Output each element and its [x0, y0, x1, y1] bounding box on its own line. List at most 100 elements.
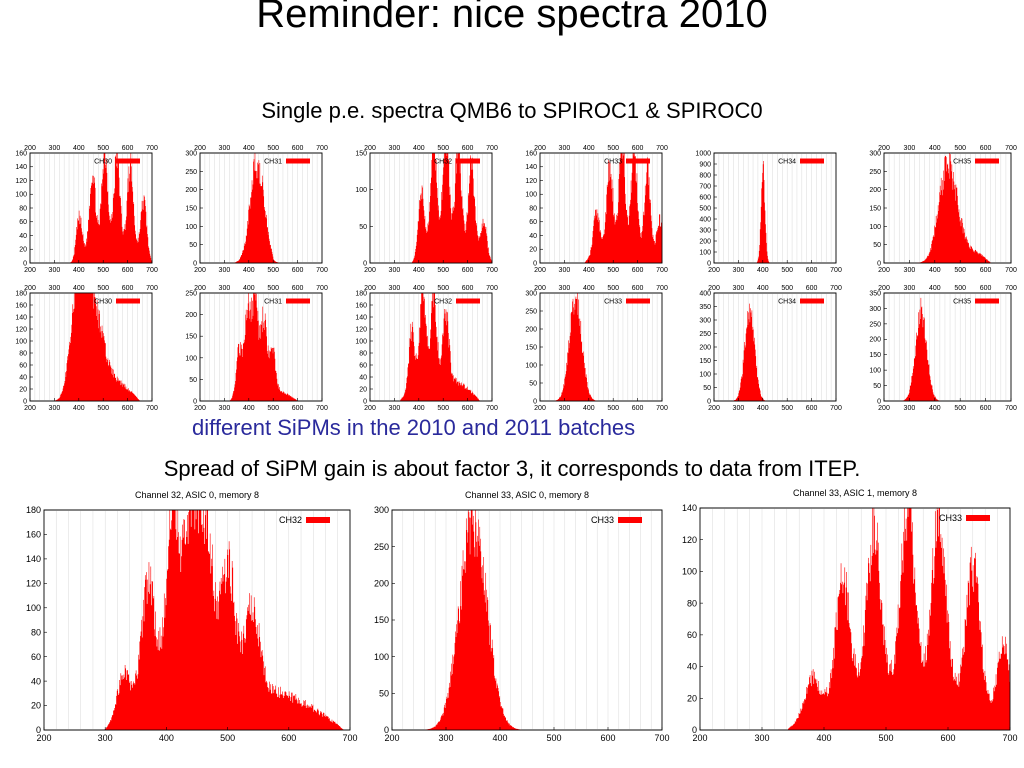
x-tick-label: 400 — [757, 267, 769, 274]
x-tick-label: 700 — [1005, 405, 1017, 412]
y-tick-label: 60 — [19, 219, 27, 226]
y-tick-label: 140 — [682, 503, 697, 513]
histogram-ch34-spiroc0: 0501001502002503003504002002003003004004… — [699, 285, 842, 412]
legend-label: CH32 — [279, 515, 302, 525]
y-tick-label: 0 — [533, 260, 537, 267]
y-tick-label: 200 — [869, 187, 881, 194]
plot-frame — [539, 292, 663, 402]
y-tick-label: 120 — [525, 178, 537, 185]
x-top-tick-label: 400 — [413, 145, 425, 152]
x-tick-label: 700 — [830, 405, 842, 412]
y-tick-label: 150 — [355, 150, 367, 157]
histogram-channel32-asic0: Channel 32, ASIC 0, memory 8 0 20 40 60 80 100… — [26, 490, 358, 743]
x-top-tick-label: 700 — [1005, 145, 1017, 152]
histogram-bars — [424, 510, 522, 730]
x-tick-label: 300 — [389, 405, 401, 412]
y-tick-label: 20 — [19, 247, 27, 254]
slide-subtitle: Single p.e. spectra QMB6 to SPIROC1 & SP… — [261, 98, 763, 123]
x-tick-label: 500 — [954, 267, 966, 274]
x-tick-label: 300 — [438, 733, 453, 743]
x-tick-label: 600 — [632, 267, 644, 274]
y-tick-label: 160 — [26, 530, 41, 540]
x-top-tick-label: 700 — [146, 145, 158, 152]
y-tick-label: 50 — [189, 242, 197, 249]
y-tick-label: 50 — [703, 385, 711, 392]
y-tick-label: 350 — [699, 304, 711, 311]
x-tick-label: 200 — [194, 267, 206, 274]
y-tick-label: 0 — [533, 398, 537, 405]
x-tick-label: 200 — [692, 733, 707, 743]
chart-title: Channel 32, ASIC 0, memory 8 — [135, 490, 259, 500]
legend-swatch — [618, 517, 642, 523]
x-top-tick-label: 300 — [49, 285, 61, 292]
x-tick-label: 400 — [929, 267, 941, 274]
histogram-ch32-spiroc1: 0501001502002003003004004005005006006007… — [355, 145, 498, 274]
x-tick-label: 700 — [316, 267, 328, 274]
y-tick-label: 60 — [529, 219, 537, 226]
histogram-ch33-spiroc0: 0501001502002503002002003003004004005005… — [525, 285, 668, 412]
x-top-tick-label: 500 — [97, 145, 109, 152]
y-tick-label: 0 — [707, 398, 711, 405]
histogram-channel33-asic1: Channel 33, ASIC 1, memory 8 0 20 40 60 80 100… — [682, 488, 1018, 743]
y-tick-label: 50 — [189, 377, 197, 384]
x-tick-label: 400 — [413, 405, 425, 412]
x-top-tick-label: 600 — [462, 285, 474, 292]
x-tick-label: 200 — [534, 267, 546, 274]
x-tick-label: 700 — [146, 405, 158, 412]
x-tick-label: 200 — [384, 733, 399, 743]
x-top-tick-label: 200 — [194, 145, 206, 152]
x-tick-label: 600 — [632, 405, 644, 412]
y-tick-label: 500 — [699, 205, 711, 212]
x-top-tick-label: 600 — [980, 145, 992, 152]
y-tick-label: 120 — [355, 326, 367, 333]
y-tick-label: 120 — [15, 326, 27, 333]
y-tick-label: 100 — [185, 224, 197, 231]
x-tick-label: 300 — [754, 733, 769, 743]
y-tick-label: 200 — [185, 187, 197, 194]
x-tick-label: 300 — [733, 405, 745, 412]
x-tick-label: 200 — [878, 267, 890, 274]
x-top-tick-label: 700 — [1005, 285, 1017, 292]
x-tick-label: 600 — [292, 405, 304, 412]
histogram-ch32-spiroc0: 0204060801001201401601802002003003004004… — [355, 285, 498, 412]
y-tick-label: 100 — [869, 368, 881, 375]
y-tick-label: 40 — [19, 374, 27, 381]
legend-swatch — [800, 158, 824, 164]
legend-swatch — [800, 298, 824, 304]
y-tick-label: 40 — [687, 662, 697, 672]
x-tick-label: 600 — [940, 733, 955, 743]
x-top-tick-label: 300 — [559, 285, 571, 292]
y-tick-label: 250 — [185, 169, 197, 176]
y-tick-label: 800 — [699, 172, 711, 179]
y-tick-label: 0 — [877, 260, 881, 267]
x-top-tick-label: 700 — [486, 285, 498, 292]
histogram-ch35-spiroc1: 0501001502002503002002003003004004005005… — [869, 145, 1017, 274]
y-tick-label: 0 — [877, 398, 881, 405]
y-tick-label: 250 — [374, 542, 389, 552]
legend-label: CH31 — [264, 158, 282, 165]
histogram-ch35-spiroc0: 0501001502002503003502002003003004004005… — [869, 285, 1017, 412]
y-tick-label: 20 — [19, 386, 27, 393]
x-top-tick-label: 200 — [364, 285, 376, 292]
x-tick-label: 500 — [437, 267, 449, 274]
y-tick-label: 100 — [374, 652, 389, 662]
x-tick-label: 600 — [292, 267, 304, 274]
x-tick-label: 700 — [830, 267, 842, 274]
y-tick-label: 60 — [31, 652, 41, 662]
y-tick-label: 200 — [699, 238, 711, 245]
chart-title: Channel 33, ASIC 0, memory 8 — [465, 490, 589, 500]
y-tick-label: 250 — [699, 331, 711, 338]
histogram-ch31-spiroc0: 0501001502002502002003003004004005005006… — [185, 285, 328, 412]
x-tick-label: 200 — [534, 405, 546, 412]
histogram-bars — [229, 293, 298, 401]
y-tick-label: 300 — [699, 227, 711, 234]
x-tick-label: 400 — [929, 405, 941, 412]
y-tick-label: 250 — [185, 290, 197, 297]
x-top-tick-label: 200 — [534, 285, 546, 292]
y-tick-label: 150 — [185, 334, 197, 341]
histogram-bars — [554, 293, 598, 401]
y-tick-label: 50 — [359, 224, 367, 231]
y-tick-label: 160 — [15, 302, 27, 309]
y-tick-label: 350 — [869, 290, 881, 297]
histogram-ch34-spiroc1: 0 100 200 300 400 500 600 700 800 900 1000 200 300 40… — [695, 150, 842, 274]
